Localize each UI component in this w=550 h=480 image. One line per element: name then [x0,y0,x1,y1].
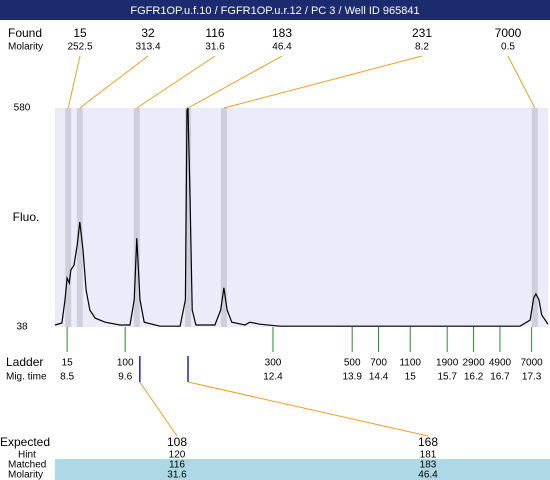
ladder-size: 700 [370,358,387,369]
ladder-mig-time: 9.6 [118,372,132,383]
ladder-size: 300 [265,358,282,369]
ladder-mig-time: 13.9 [342,372,362,383]
match-connector [187,381,429,437]
ladder-size: 100 [117,358,134,369]
ladder-size: 7000 [521,358,544,369]
hint: 181 [420,450,437,461]
y-tick-label: 580 [14,103,31,114]
molarity: 31.6 [167,470,187,480]
matched-band [55,459,550,480]
peak-connector [79,55,149,109]
ladder-mig-time: 12.4 [263,372,283,383]
found-size: 231 [412,26,432,40]
ladder-size: 1900 [436,358,459,369]
peak-connector [507,55,536,109]
matched: 116 [169,460,185,471]
title-bar [0,0,550,20]
found-molarity: 8.2 [415,42,429,53]
found-molarity: 252.5 [67,42,92,53]
found-size: 15 [73,26,87,40]
ladder-size: 4900 [489,358,512,369]
found-molarity: 46.4 [272,42,292,53]
peak-band [133,108,140,327]
found-molarity: 313.4 [135,42,160,53]
matched-label: Matched [8,460,46,471]
ladder-mig-time: 8.5 [60,372,74,383]
found-size: 32 [141,26,155,40]
molarity-label: Molarity [8,42,43,53]
y-axis-label: Fluo. [13,210,40,224]
ladder-label: Ladder [6,355,43,369]
hint-label: Hint [18,450,36,461]
peak-connector [223,55,423,109]
found-size: 183 [272,26,292,40]
y-tick-label: 38 [16,322,28,333]
found-size: 7000 [495,26,522,40]
ladder-size: 15 [62,358,74,369]
ladder-mig-time: 15 [405,372,417,383]
peak-band [220,108,227,327]
peak-connector [67,55,81,109]
molarity: 46.4 [418,470,438,480]
peak-band [531,108,538,327]
ladder-mig-time: 17.3 [522,372,542,383]
ladder-size: 2900 [462,358,485,369]
expected-size: 168 [418,435,438,449]
hint: 120 [169,450,186,461]
peak-band [185,108,192,327]
found-molarity: 0.5 [501,42,515,53]
plot-area [55,108,548,327]
ladder-size: 1100 [399,358,421,369]
mig-label: Mig. time [6,372,47,383]
expected-size: 108 [167,435,187,449]
ladder-mig-time: 15.7 [437,372,457,383]
ladder-size: 500 [344,358,361,369]
found-molarity: 31.6 [205,42,225,53]
peak-band [65,108,72,327]
found-label: Found [8,26,42,40]
peak-connector [187,55,283,109]
found-size: 116 [205,26,224,40]
ladder-mig-time: 16.7 [490,372,510,383]
peak-band [76,108,83,327]
expected-label: Expected [0,435,50,449]
ladder-mig-time: 16.2 [464,372,484,383]
title: FGFR1OP.u.f.10 / FGFR1OP.u.r.12 / PC 3 /… [130,5,419,17]
exp-molarity-label: Molarity [8,470,43,480]
peak-connector [136,55,216,109]
ladder-mig-time: 14.4 [369,372,389,383]
match-connector [139,381,178,437]
trace [54,107,549,327]
matched: 183 [420,460,437,471]
